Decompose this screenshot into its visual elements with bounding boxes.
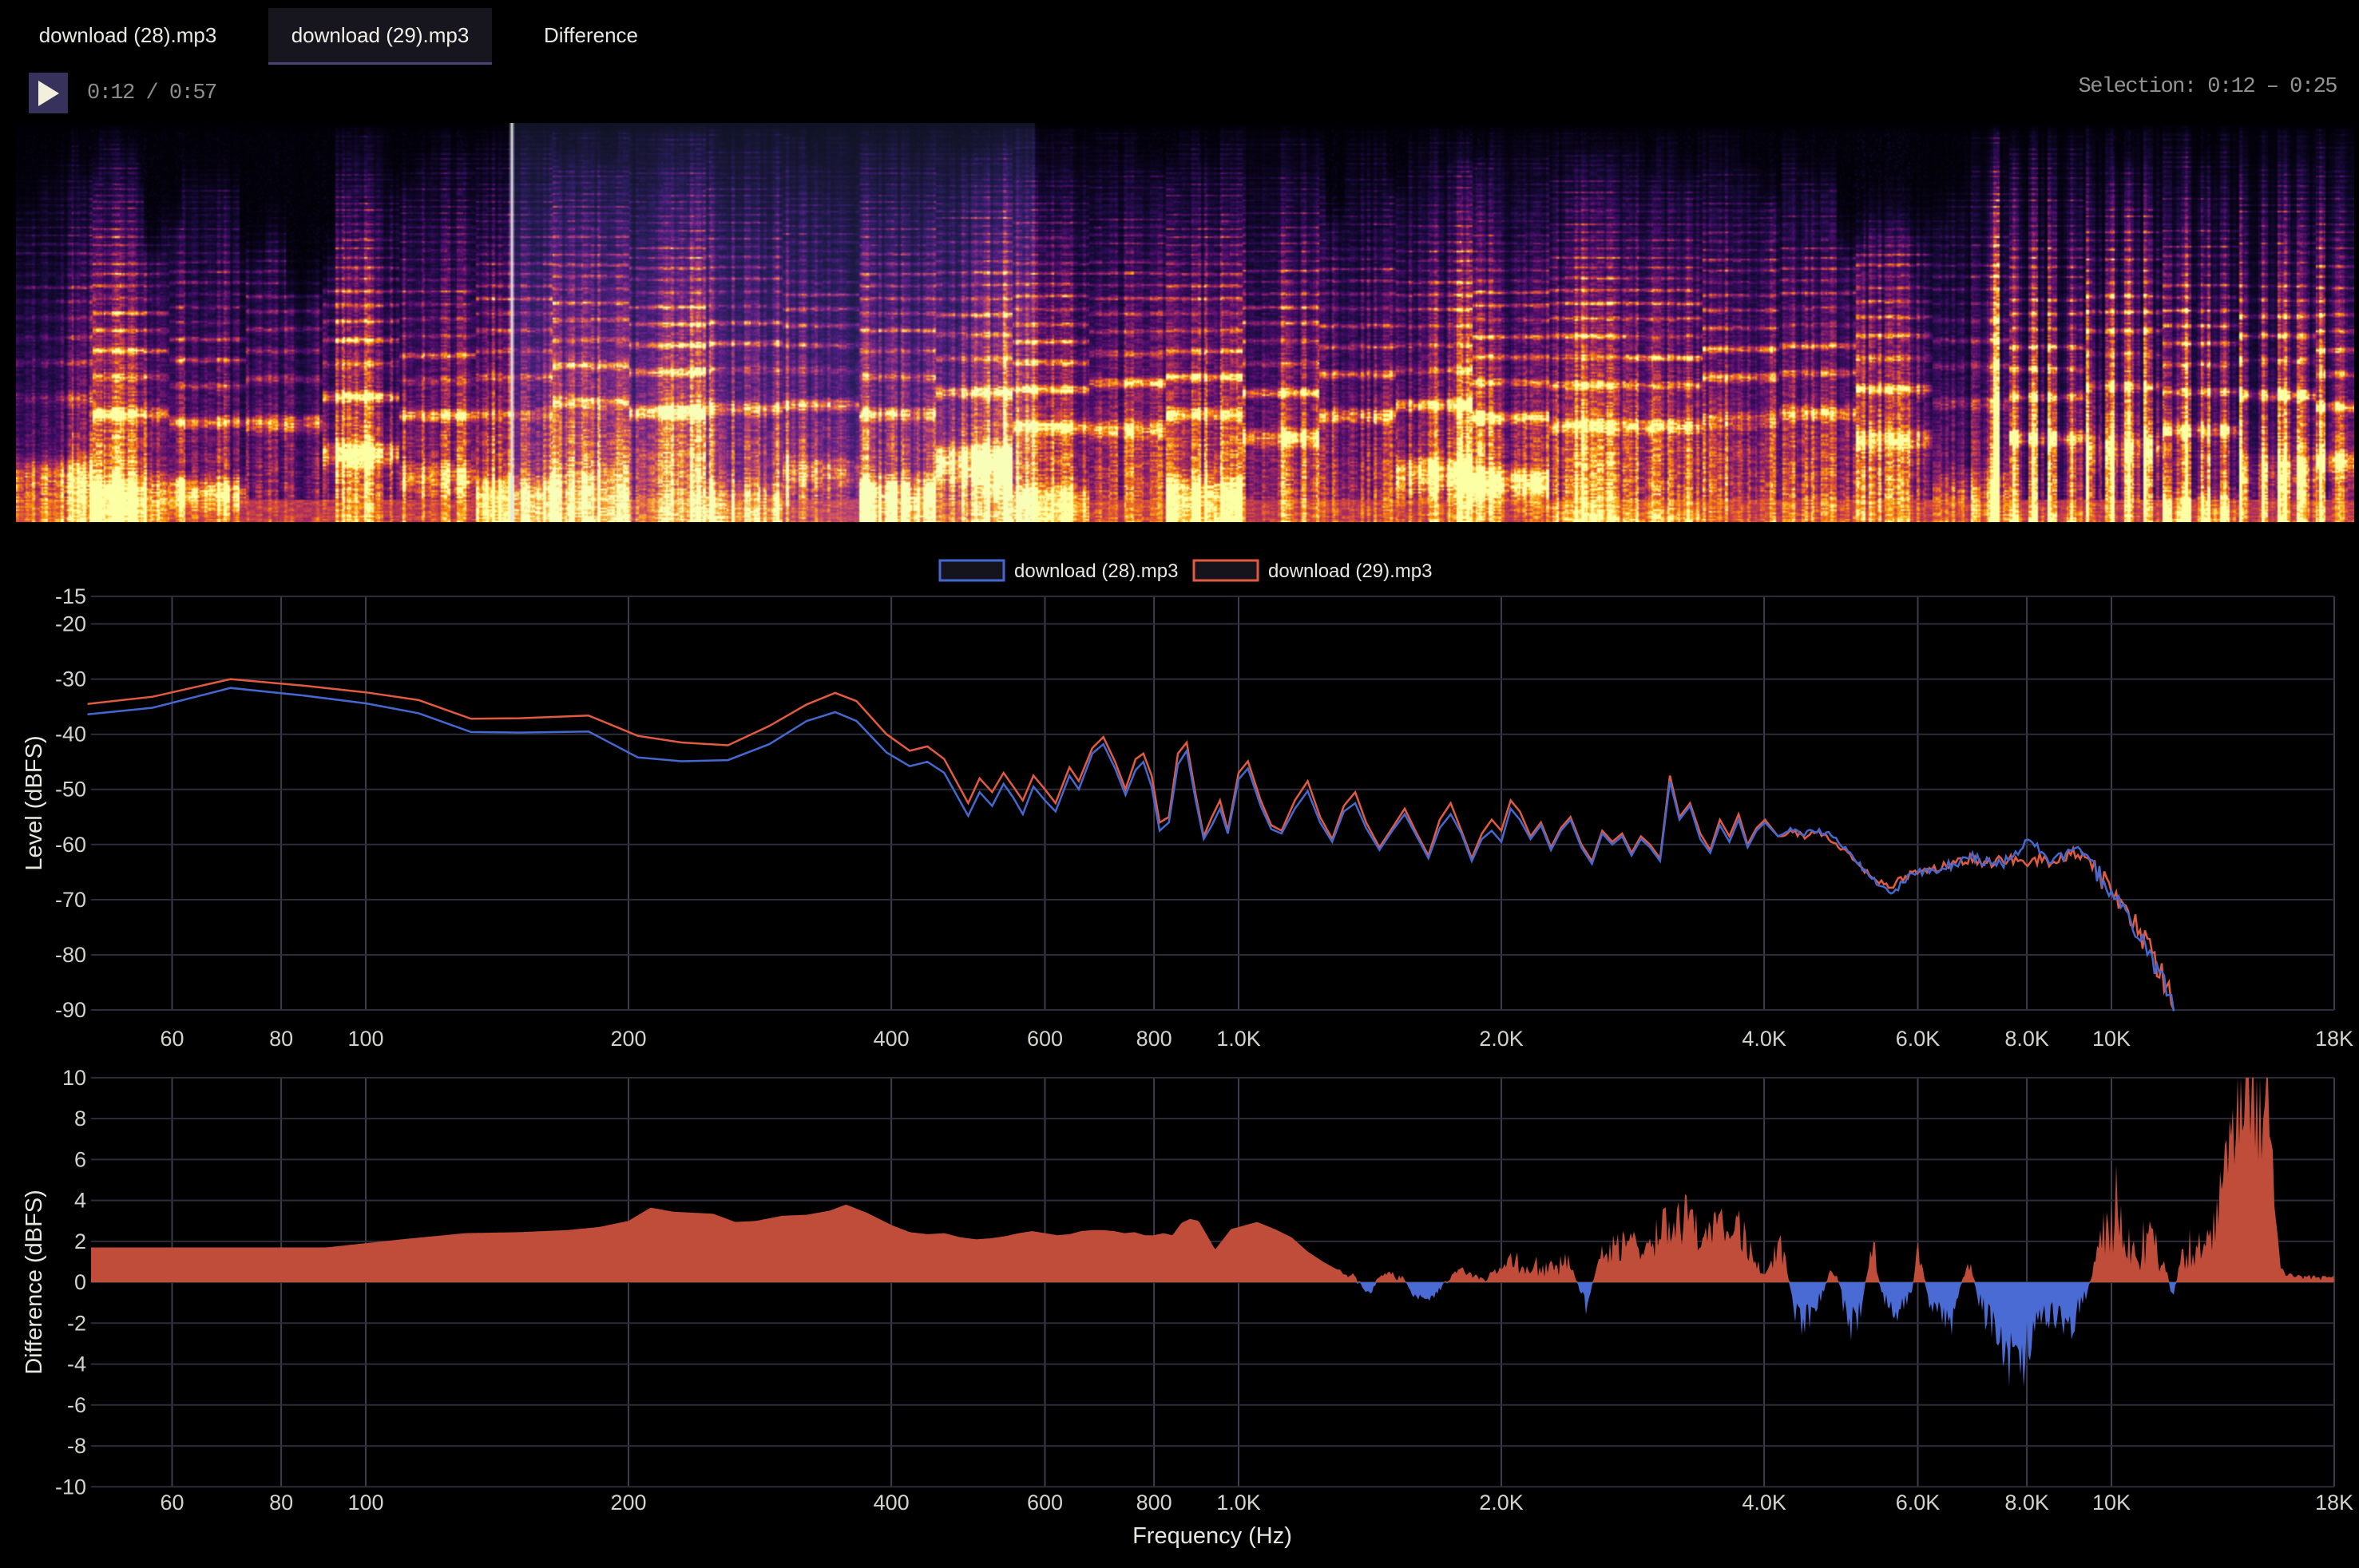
svg-text:800: 800	[1136, 1027, 1172, 1051]
svg-text:download (28).mp3: download (28).mp3	[1014, 560, 1178, 582]
svg-text:4.0K: 4.0K	[1742, 1491, 1786, 1515]
svg-text:600: 600	[1027, 1027, 1063, 1051]
svg-text:100: 100	[347, 1491, 383, 1515]
svg-text:18K: 18K	[2315, 1027, 2353, 1051]
svg-text:-10: -10	[55, 1475, 86, 1499]
svg-text:-20: -20	[55, 612, 86, 636]
svg-text:6: 6	[74, 1147, 86, 1171]
svg-text:download (29).mp3: download (29).mp3	[1268, 560, 1432, 582]
svg-text:400: 400	[874, 1491, 910, 1515]
svg-text:18K: 18K	[2315, 1491, 2353, 1515]
svg-text:8.0K: 8.0K	[2004, 1491, 2049, 1515]
svg-text:6.0K: 6.0K	[1896, 1491, 1941, 1515]
svg-text:Difference (dBFS): Difference (dBFS)	[22, 1190, 47, 1375]
svg-text:Frequency (Hz): Frequency (Hz)	[1132, 1523, 1292, 1549]
svg-text:8: 8	[74, 1107, 86, 1130]
svg-text:-60: -60	[55, 833, 86, 857]
svg-text:600: 600	[1027, 1491, 1063, 1515]
svg-text:8.0K: 8.0K	[2004, 1027, 2049, 1051]
svg-text:60: 60	[160, 1491, 184, 1515]
svg-text:-40: -40	[55, 723, 86, 746]
svg-text:1.0K: 1.0K	[1216, 1027, 1261, 1051]
svg-text:1.0K: 1.0K	[1216, 1491, 1261, 1515]
svg-text:6.0K: 6.0K	[1896, 1027, 1941, 1051]
svg-text:10K: 10K	[2092, 1491, 2131, 1515]
svg-text:-50: -50	[55, 778, 86, 802]
svg-text:4.0K: 4.0K	[1742, 1027, 1786, 1051]
svg-text:-80: -80	[55, 943, 86, 967]
svg-text:400: 400	[874, 1027, 910, 1051]
svg-text:-8: -8	[67, 1434, 86, 1458]
svg-text:-15: -15	[55, 584, 86, 608]
svg-text:-70: -70	[55, 888, 86, 912]
svg-text:-2: -2	[67, 1311, 86, 1335]
svg-text:80: 80	[269, 1027, 293, 1051]
svg-text:-30: -30	[55, 667, 86, 691]
svg-text:2.0K: 2.0K	[1479, 1491, 1524, 1515]
svg-text:10: 10	[62, 1066, 86, 1090]
svg-text:0: 0	[74, 1270, 86, 1294]
svg-text:80: 80	[269, 1491, 293, 1515]
svg-text:800: 800	[1136, 1491, 1172, 1515]
svg-text:200: 200	[610, 1491, 646, 1515]
svg-text:60: 60	[160, 1027, 184, 1051]
svg-text:2: 2	[74, 1229, 86, 1253]
svg-text:100: 100	[347, 1027, 383, 1051]
svg-text:Level (dBFS): Level (dBFS)	[22, 735, 47, 870]
svg-text:-6: -6	[67, 1393, 86, 1417]
svg-text:-90: -90	[55, 998, 86, 1022]
svg-text:10K: 10K	[2092, 1027, 2131, 1051]
svg-text:4: 4	[74, 1189, 86, 1213]
svg-text:-4: -4	[67, 1352, 86, 1376]
svg-text:200: 200	[610, 1027, 646, 1051]
svg-text:2.0K: 2.0K	[1479, 1027, 1524, 1051]
